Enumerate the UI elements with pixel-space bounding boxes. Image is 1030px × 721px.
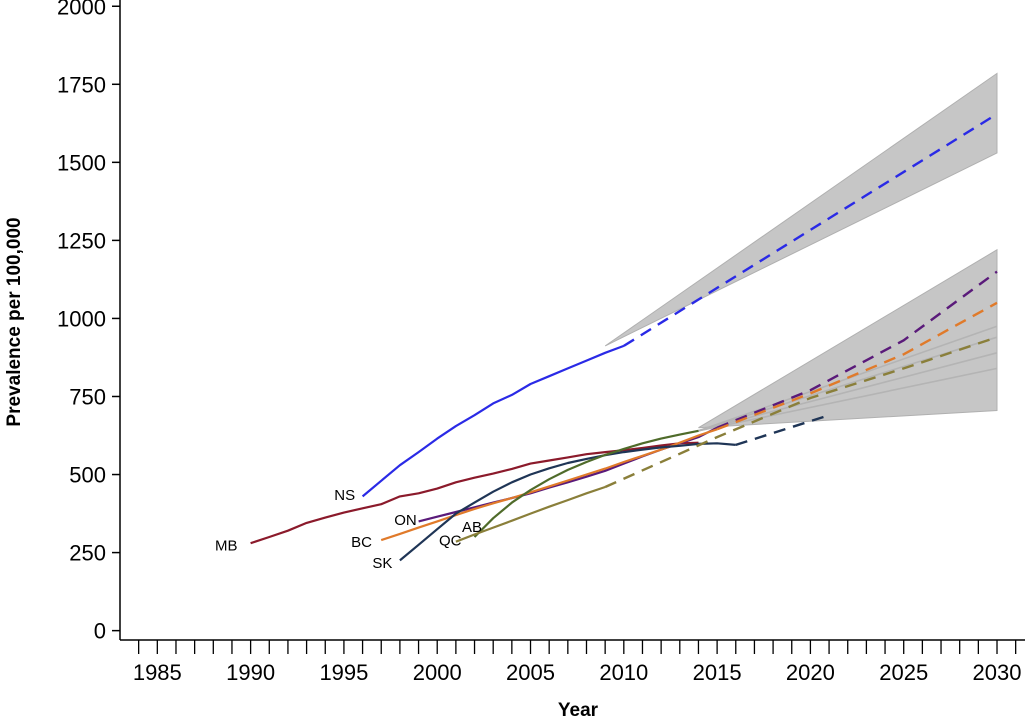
series-label-ab: AB [462, 519, 482, 536]
y-axis-ticks: 0 250 500 750 1000 1250 1500 1750 2000 [57, 0, 120, 644]
series-sk-observed [399, 442, 736, 562]
x-axis-ticks: 1985 1990 1995 2000 2005 2010 2015 2020 2025 2030 [133, 640, 1022, 685]
confidence-bands [604, 72, 998, 429]
x-tick-label: 2025 [879, 660, 928, 685]
series-ab-observed [473, 429, 699, 538]
series-label-mb: MB [215, 537, 238, 554]
y-tick-label: 0 [94, 619, 106, 644]
faint-projection-line-4 [698, 367, 998, 432]
series-bc-observed [380, 428, 718, 542]
projection-band-1 [604, 72, 998, 347]
y-tick-label: 2000 [57, 0, 106, 19]
series-on-projected [716, 270, 998, 429]
series-ns-projected [623, 112, 998, 347]
series-mb-observed [250, 441, 699, 545]
series-label-ns: NS [334, 487, 355, 504]
y-tick-label: 750 [69, 384, 106, 409]
series-ns-observed [361, 344, 625, 498]
x-tick-label: 2000 [413, 660, 462, 685]
x-tick-label: 2010 [599, 660, 648, 685]
series-label-on: ON [394, 512, 417, 529]
series-qc-projected [604, 336, 998, 489]
series-qc-observed [455, 485, 606, 543]
x-tick-label: 2030 [973, 660, 1022, 685]
y-tick-label: 1000 [57, 306, 106, 331]
y-tick-label: 1250 [57, 228, 106, 253]
x-tick-label: 2020 [786, 660, 835, 685]
x-tick-label: 1985 [133, 660, 182, 685]
y-axis-title: Prevalence per 100,000 [4, 217, 25, 426]
x-tick-label: 2005 [506, 660, 555, 685]
series-sk-projected [735, 414, 830, 447]
series-lines [250, 112, 998, 562]
y-tick-label: 1750 [57, 72, 106, 97]
faint-projection-line-3 [698, 352, 998, 432]
series-on-observed [418, 426, 718, 523]
y-tick-label: 1500 [57, 150, 106, 175]
y-tick-label: 500 [69, 463, 106, 488]
series-bc-projected [716, 301, 998, 431]
series-label-bc: BC [351, 534, 372, 551]
x-axis-title: Year [558, 700, 599, 721]
series-label-qc: QC [439, 533, 462, 550]
x-tick-label: 1995 [319, 660, 368, 685]
series-label-sk: SK [372, 555, 392, 572]
x-tick-label: 2015 [693, 660, 742, 685]
x-tick-label: 1990 [226, 660, 275, 685]
y-tick-label: 250 [69, 541, 106, 566]
